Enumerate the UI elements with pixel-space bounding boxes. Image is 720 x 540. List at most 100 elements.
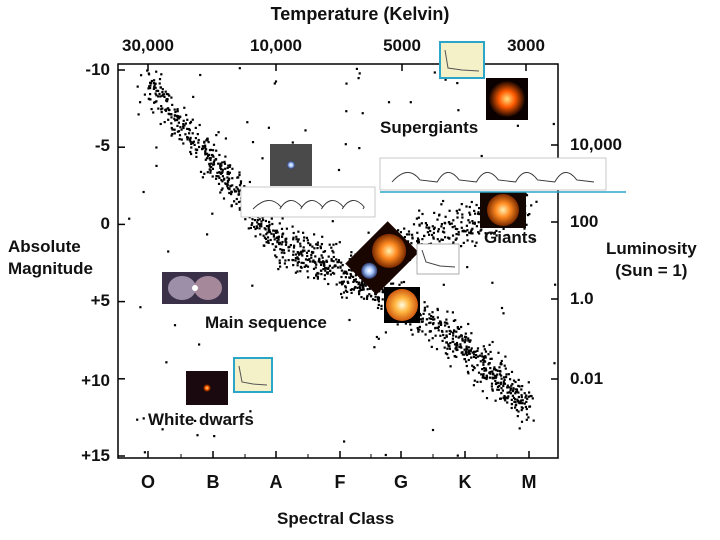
star-point <box>339 265 342 268</box>
star-point <box>423 234 426 238</box>
star-point <box>150 108 153 111</box>
star-point <box>289 244 292 247</box>
star-point <box>191 118 194 121</box>
star-point <box>463 353 466 356</box>
star-point <box>180 128 183 131</box>
star-point <box>434 326 437 329</box>
star-point <box>528 391 531 394</box>
star-point <box>173 132 176 135</box>
star-point <box>226 176 229 179</box>
star-point <box>186 127 189 130</box>
star-point <box>409 101 412 104</box>
star-point <box>258 224 261 227</box>
star-point <box>221 180 224 183</box>
star-point <box>188 129 191 132</box>
star-point <box>467 339 470 342</box>
star-point <box>274 231 277 234</box>
star-point <box>274 254 277 257</box>
star-point <box>451 311 454 314</box>
star-point <box>182 126 185 130</box>
star-point <box>323 261 326 264</box>
star-point <box>154 82 157 85</box>
star-point <box>295 238 298 241</box>
star-point <box>220 171 223 175</box>
star-point <box>467 322 470 326</box>
star-point <box>500 387 503 390</box>
star-point <box>190 146 193 149</box>
star-point <box>423 309 426 312</box>
star-point <box>303 265 306 268</box>
star-point <box>476 347 480 350</box>
star-point <box>221 161 224 164</box>
star-point <box>278 241 281 244</box>
star-point <box>270 232 273 235</box>
star-point <box>183 124 186 127</box>
star-point <box>437 325 440 328</box>
star-point <box>332 251 335 254</box>
star-point <box>327 255 330 258</box>
star-point <box>231 184 234 187</box>
star-point <box>456 82 459 85</box>
star-point <box>432 315 435 319</box>
star-point <box>353 278 356 282</box>
star-point <box>507 373 510 376</box>
star-point <box>502 227 505 230</box>
star-point <box>211 175 214 178</box>
star-point <box>489 350 492 353</box>
star-point <box>209 158 212 162</box>
star-point <box>451 226 454 229</box>
star-point <box>525 223 528 226</box>
star-point <box>465 364 468 368</box>
star-point <box>227 172 230 175</box>
star-point <box>514 400 517 404</box>
star-point <box>521 399 524 402</box>
star-point <box>357 281 361 284</box>
star-point <box>350 251 353 254</box>
star-point <box>173 128 176 131</box>
star-point <box>381 298 384 301</box>
star-point <box>516 124 519 127</box>
star-point <box>230 193 233 196</box>
star-point <box>553 362 556 365</box>
star-point <box>468 231 471 234</box>
star-point <box>215 175 218 178</box>
star-point <box>267 241 270 244</box>
left-axis-title-line1: Absolute <box>8 237 81 256</box>
star-point <box>302 246 305 249</box>
star-point <box>297 238 300 241</box>
star-point <box>506 396 509 399</box>
star-point <box>257 223 260 226</box>
star-point <box>377 297 380 301</box>
star-point <box>265 233 268 236</box>
star-point <box>493 366 496 369</box>
star-point <box>430 345 433 348</box>
star-point <box>143 451 146 454</box>
star-point <box>416 326 419 330</box>
star-point <box>523 392 526 395</box>
star-point <box>296 256 299 259</box>
star-point <box>227 180 230 183</box>
star-point <box>514 388 517 391</box>
star-point <box>171 103 174 106</box>
star-point <box>212 161 215 164</box>
star-point <box>297 230 300 233</box>
star-point <box>155 89 158 92</box>
star-point <box>512 387 515 390</box>
star-point <box>452 332 455 335</box>
star-point <box>204 158 207 161</box>
star-point <box>432 227 436 231</box>
star-point <box>429 229 432 233</box>
star-point <box>233 188 236 191</box>
lum-tick-1: 1.0 <box>570 289 594 308</box>
star-point <box>283 262 286 265</box>
star-point <box>314 266 317 269</box>
star-point <box>443 321 446 324</box>
star-point <box>304 129 307 132</box>
star-point <box>199 73 202 77</box>
star-point <box>327 282 330 286</box>
star-point <box>470 230 473 233</box>
star-point <box>311 245 314 248</box>
star-point <box>421 212 424 216</box>
star-point <box>159 95 162 98</box>
star-point <box>489 357 492 360</box>
